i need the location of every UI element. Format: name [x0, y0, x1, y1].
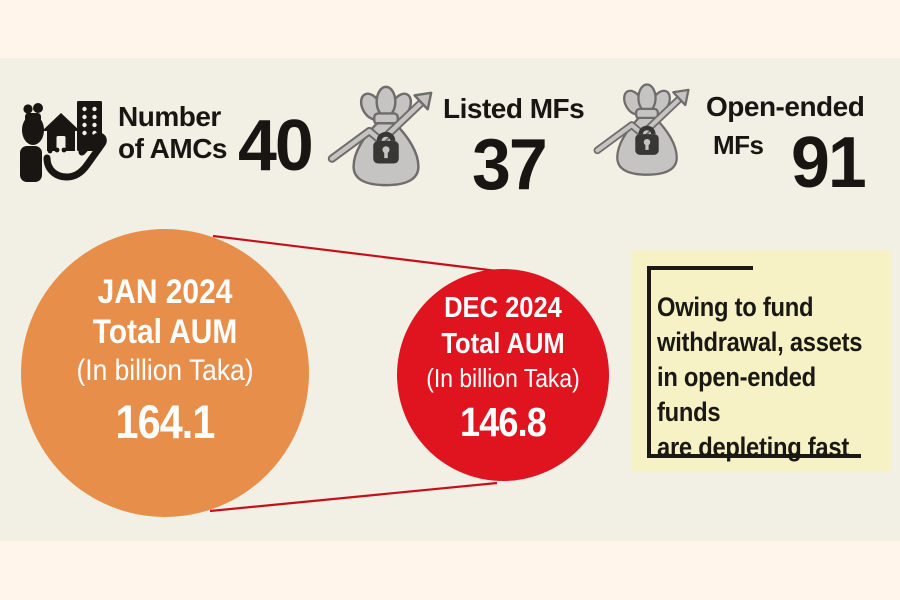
note-frame-top [647, 266, 753, 270]
amc-count-label: Number of AMCs [118, 101, 228, 165]
jan-2024-bubble [21, 229, 309, 517]
dec-2024-bubble [397, 269, 609, 481]
dec-bubble-value: 146.8 [460, 399, 547, 445]
note-frame-bottom [647, 454, 861, 458]
note-line-4: are depleting fast [657, 432, 849, 462]
note-line-3: in open-ended funds [657, 362, 816, 427]
listed-mfs-label: Listed MFs [443, 93, 585, 124]
jan-bubble-title-line2: Total AUM [92, 313, 238, 351]
hand-holding-assets-icon [14, 88, 114, 190]
note-card: Owing to fund withdrawal, assets in open… [632, 250, 891, 472]
note-line-1: Owing to fund [657, 292, 814, 322]
jan-bubble-subtitle: (In billion Taka) [76, 354, 254, 387]
note-text: Owing to fund withdrawal, assets in open… [657, 290, 877, 465]
note-line-2: withdrawal, assets [657, 327, 863, 357]
jan-bubble-value: 164.1 [115, 395, 215, 448]
dec-bubble-title-line2: Total AUM [441, 328, 565, 360]
dec-2024-bubble-text: DEC 2024 Total AUM (In billion Taka) 146… [411, 290, 596, 445]
open-ended-label-line2: MFs [713, 130, 764, 160]
funnel-bottom-line [209, 481, 498, 513]
open-ended-mfs-label: Open-ended MFs [706, 88, 865, 164]
note-frame-left [647, 266, 651, 458]
funnel-top-line [212, 234, 498, 273]
dec-bubble-title-line1: DEC 2024 [444, 292, 562, 324]
amc-label-line2: of AMCs [118, 133, 228, 164]
jan-2024-bubble-text: JAN 2024 Total AUM (In billion Taka) 164… [42, 272, 288, 448]
open-ended-mfs-value: 91 [791, 123, 867, 203]
jan-bubble-title-line1: JAN 2024 [97, 273, 233, 311]
money-bag-lock-growth-icon [322, 82, 450, 192]
amc-count-value: 40 [238, 106, 314, 186]
dec-bubble-subtitle: (In billion Taka) [426, 363, 580, 393]
listed-mfs-value: 37 [472, 125, 548, 205]
open-ended-label-line1: Open-ended [706, 91, 865, 122]
amc-label-line1: Number [118, 101, 221, 132]
money-bag-lock-growth-icon [588, 80, 706, 181]
